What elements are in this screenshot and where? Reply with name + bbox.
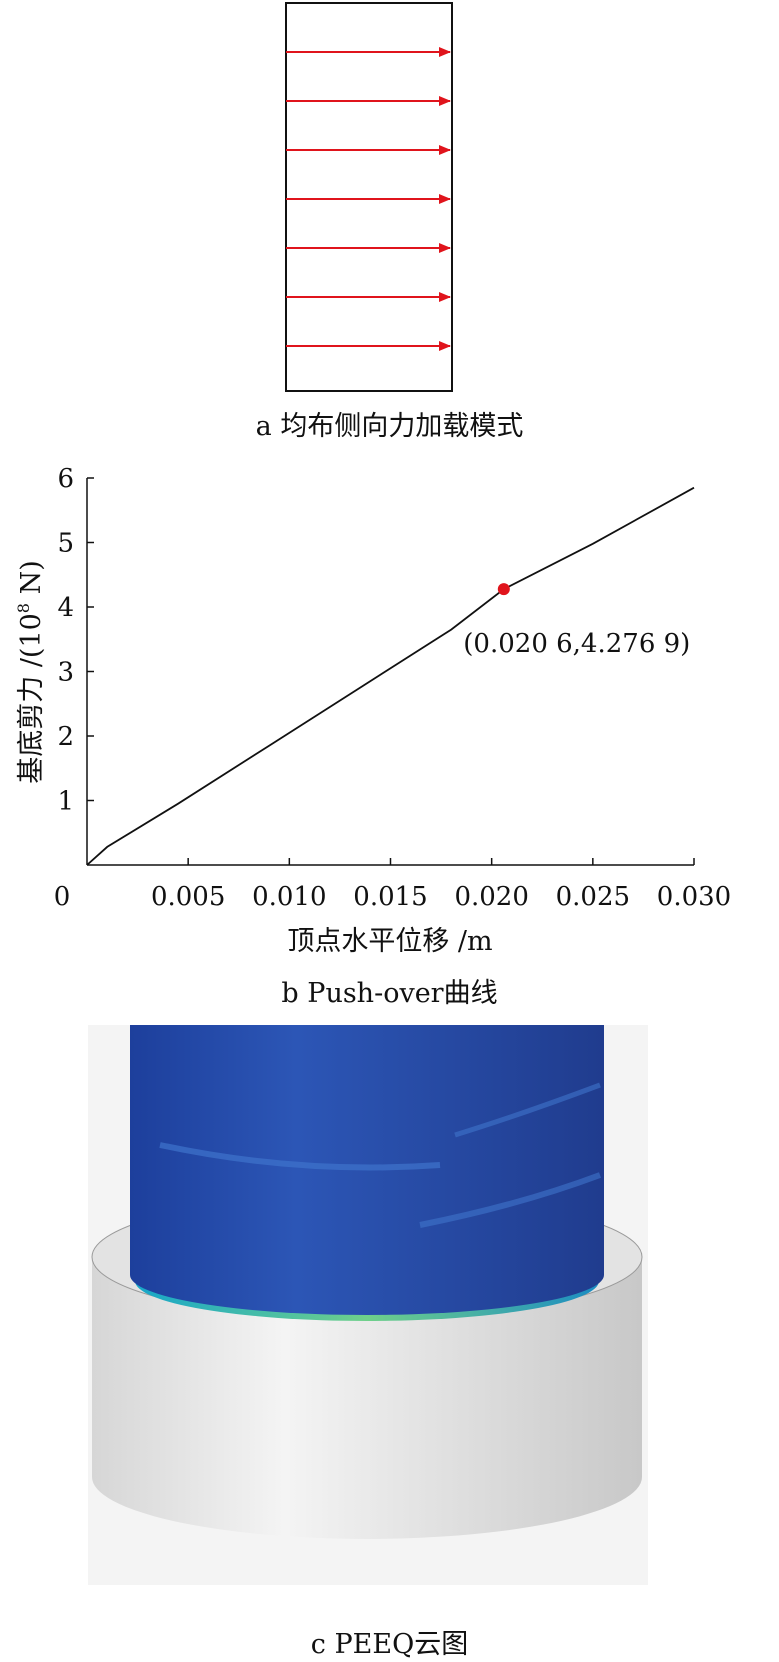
y-axis-label-main: 基底剪力 /(10 <box>16 613 47 784</box>
peeq-contour-image <box>88 1025 648 1585</box>
x-tick-label: 0.015 <box>353 882 427 912</box>
y-tick-label: 6 <box>57 464 74 494</box>
y-tick-label: 1 <box>57 787 74 817</box>
x-tick-label: 0.020 <box>454 882 528 912</box>
caption-b: b Push-over曲线 <box>281 978 498 1009</box>
y-tick-label: 2 <box>57 722 74 752</box>
y-axis-label-sup: 8 <box>14 603 33 613</box>
column-outline <box>285 2 453 392</box>
x-tick-label: 0.030 <box>657 882 731 912</box>
panel-b: 0 0.005 0.010 0.015 0.020 0.025 0.030 1 2 3 4 5 6 (0… <box>0 455 779 1015</box>
panel-c: c PEEQ云图 <box>0 1025 779 1662</box>
pushover-chart: 0 0.005 0.010 0.015 0.020 0.025 0.030 1 2 3 4 5 6 (0… <box>14 464 731 957</box>
chart-axes <box>86 478 694 866</box>
x-axis-label: 顶点水平位移 /m <box>287 926 492 957</box>
x-tick-label: 0.025 <box>556 882 630 912</box>
panel-a: a 均布侧向力加载模式 <box>0 0 779 450</box>
caption-c: c PEEQ云图 <box>310 1629 469 1660</box>
y-axis-label-tail: N) <box>16 560 47 603</box>
load-arrows <box>286 47 451 351</box>
y-tick-label: 3 <box>57 658 74 688</box>
yield-point-marker <box>497 583 510 596</box>
pushover-curve <box>86 486 695 866</box>
y-tick-label: 4 <box>57 593 74 623</box>
y-axis-label: 基底剪力 /(108 N) <box>14 560 47 784</box>
chart-series: (0.020 6,4.276 9) <box>86 486 695 866</box>
x-tick-label: 0.005 <box>151 882 225 912</box>
caption-a: a 均布侧向力加载模式 <box>255 411 524 442</box>
yield-point-label: (0.020 6,4.276 9) <box>463 629 690 659</box>
x-tick-label: 0.010 <box>252 882 326 912</box>
x-tick-label: 0 <box>54 882 71 912</box>
chart-ticks: 0 0.005 0.010 0.015 0.020 0.025 0.030 1 2 3 4 5 6 <box>54 464 731 912</box>
foundation-cylinder <box>92 1257 642 1539</box>
y-tick-label: 5 <box>57 529 74 559</box>
load-pattern-diagram <box>285 2 453 392</box>
